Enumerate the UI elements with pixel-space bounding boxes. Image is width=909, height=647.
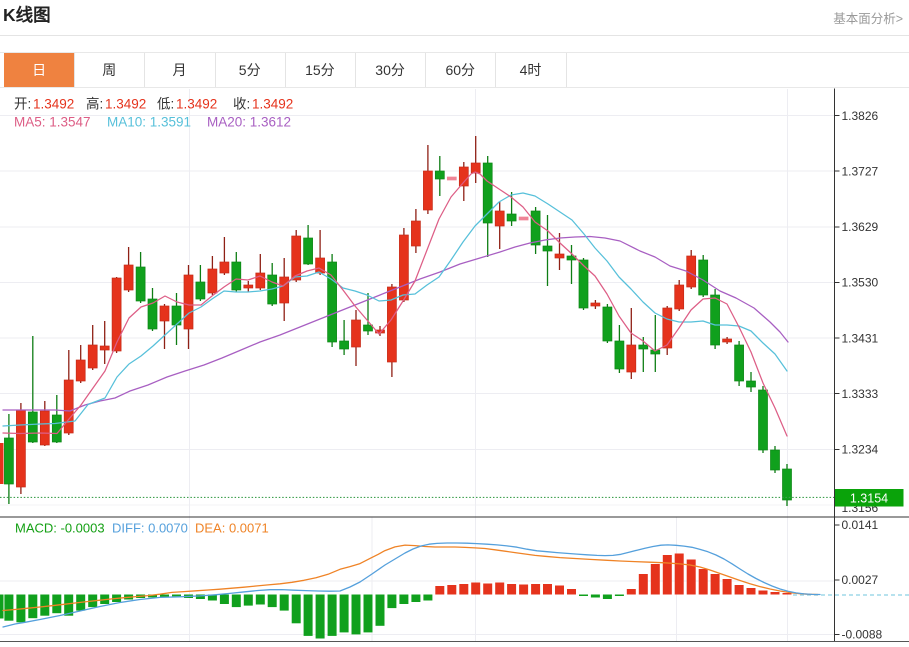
svg-text:1.3234: 1.3234: [842, 443, 879, 457]
svg-text:MA5: 1.3547: MA5: 1.3547: [14, 115, 91, 130]
svg-text:高:: 高:: [86, 96, 103, 112]
svg-text:MACD: -0.0003: MACD: -0.0003: [15, 521, 105, 536]
svg-text:1.3492: 1.3492: [252, 97, 293, 112]
svg-text:1.3333: 1.3333: [842, 387, 879, 401]
svg-text:低:: 低:: [157, 97, 174, 112]
svg-text:1.3727: 1.3727: [842, 164, 879, 178]
svg-text:-0.0088: -0.0088: [842, 628, 883, 642]
svg-text:DIFF: 0.0070: DIFF: 0.0070: [112, 521, 188, 536]
svg-text:MA10: 1.3591: MA10: 1.3591: [107, 115, 191, 130]
svg-text:1.3492: 1.3492: [33, 97, 74, 112]
svg-text:1.3431: 1.3431: [842, 331, 879, 345]
svg-text:1.3492: 1.3492: [176, 97, 217, 112]
svg-text:1.3629: 1.3629: [842, 220, 879, 234]
svg-text:MA20: 1.3612: MA20: 1.3612: [207, 115, 291, 130]
svg-text:0.0027: 0.0027: [842, 573, 879, 587]
svg-text:1.3492: 1.3492: [105, 97, 146, 112]
svg-text:开:: 开:: [14, 97, 31, 112]
svg-text:1.3530: 1.3530: [842, 276, 879, 290]
svg-text:DEA: 0.0071: DEA: 0.0071: [195, 521, 269, 536]
svg-text:1.3826: 1.3826: [842, 109, 879, 123]
svg-text:1.3154: 1.3154: [850, 491, 888, 505]
svg-text:收:: 收:: [233, 97, 250, 112]
svg-text:0.0141: 0.0141: [842, 518, 879, 532]
